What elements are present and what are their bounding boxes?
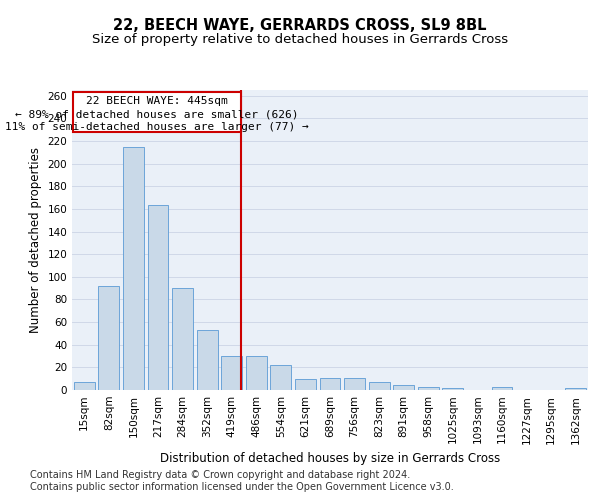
FancyBboxPatch shape	[73, 92, 241, 132]
Bar	[344, 378, 365, 390]
Text: 22 BEECH WAYE: 445sqm: 22 BEECH WAYE: 445sqm	[86, 96, 228, 106]
Bar	[442, 388, 463, 390]
Bar	[246, 356, 267, 390]
Text: 22, BEECH WAYE, GERRARDS CROSS, SL9 8BL: 22, BEECH WAYE, GERRARDS CROSS, SL9 8BL	[113, 18, 487, 32]
Bar	[271, 365, 292, 390]
Text: ← 89% of detached houses are smaller (626): ← 89% of detached houses are smaller (62…	[16, 110, 299, 120]
Y-axis label: Number of detached properties: Number of detached properties	[29, 147, 42, 333]
Bar	[98, 286, 119, 390]
Bar	[295, 378, 316, 390]
Bar	[172, 288, 193, 390]
Bar	[123, 146, 144, 390]
Text: Size of property relative to detached houses in Gerrards Cross: Size of property relative to detached ho…	[92, 32, 508, 46]
Bar	[221, 356, 242, 390]
Bar	[197, 330, 218, 390]
Bar	[368, 382, 389, 390]
Bar	[74, 382, 95, 390]
Bar	[320, 378, 340, 390]
Text: Contains public sector information licensed under the Open Government Licence v3: Contains public sector information licen…	[30, 482, 454, 492]
Bar	[565, 388, 586, 390]
Bar	[491, 386, 512, 390]
Text: Contains HM Land Registry data © Crown copyright and database right 2024.: Contains HM Land Registry data © Crown c…	[30, 470, 410, 480]
Text: 11% of semi-detached houses are larger (77) →: 11% of semi-detached houses are larger (…	[5, 122, 309, 132]
Bar	[148, 206, 169, 390]
Bar	[418, 386, 439, 390]
Bar	[393, 386, 414, 390]
X-axis label: Distribution of detached houses by size in Gerrards Cross: Distribution of detached houses by size …	[160, 452, 500, 465]
